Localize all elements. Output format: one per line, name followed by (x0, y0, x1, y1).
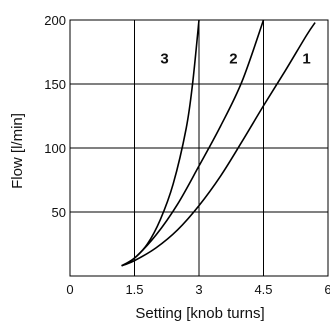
x-tick-label: 4.5 (254, 282, 272, 297)
y-tick-label: 200 (44, 13, 66, 28)
series-label-1: 1 (302, 50, 310, 67)
y-axis-label: Flow [l/min] (9, 113, 26, 189)
curve-labels: 1 2 3 (160, 50, 310, 67)
series-curve-3 (121, 19, 200, 267)
y-tick-label: 150 (44, 77, 66, 92)
grid (69, 19, 329, 277)
y-tick-label: 50 (52, 205, 66, 220)
x-tick-label: 6 (324, 282, 330, 297)
y-tick-label: 100 (44, 141, 66, 156)
x-tick-label: 0 (66, 282, 73, 297)
x-tick-label: 1.5 (125, 282, 143, 297)
series-curve-1 (121, 22, 316, 267)
tick-labels: 0 1.5 3 4.5 6 50 100 150 200 (44, 13, 330, 297)
curves (121, 19, 316, 267)
series-label-2: 2 (229, 50, 237, 67)
x-tick-label: 3 (195, 282, 202, 297)
series-label-3: 3 (160, 50, 168, 67)
series-curve-2 (121, 19, 265, 267)
x-axis-label: Setting [knob turns] (135, 305, 264, 322)
